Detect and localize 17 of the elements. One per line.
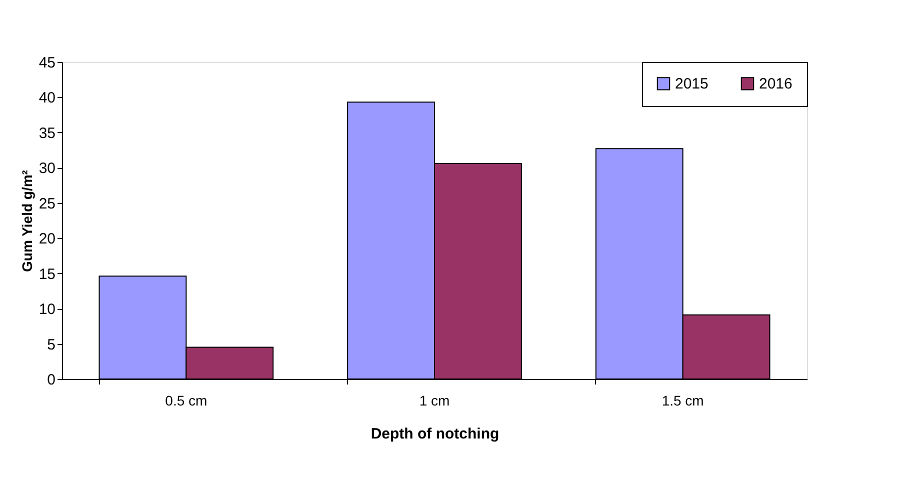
y-tick-label: 20 xyxy=(38,230,56,248)
legend-label: 2016 xyxy=(759,76,792,93)
x-tick-label: 0.5 cm xyxy=(165,392,208,408)
x-tick-label: 1 cm xyxy=(419,392,450,408)
y-tick-label: 45 xyxy=(38,54,56,72)
y-tick-label: 15 xyxy=(38,266,56,283)
y-tick-label: 0 xyxy=(47,372,56,388)
y-axis-title: Gum Yield g/m² xyxy=(18,170,35,272)
y-tick-label: 5 xyxy=(47,336,56,354)
x-tick-label: 1.5 cm xyxy=(662,392,704,408)
y-tick-label: 40 xyxy=(38,90,56,107)
y-tick-label: 10 xyxy=(38,301,56,318)
y-tick-label: 25 xyxy=(38,195,56,212)
y-tick-label: 30 xyxy=(38,160,56,178)
x-axis-title: Depth of notching xyxy=(370,426,500,442)
y-tick-label: 35 xyxy=(38,124,56,142)
legend-label: 2015 xyxy=(675,76,708,93)
